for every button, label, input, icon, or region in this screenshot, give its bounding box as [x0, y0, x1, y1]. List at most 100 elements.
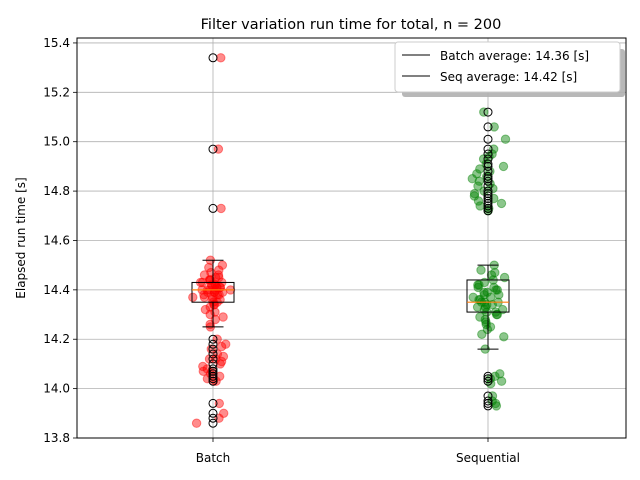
- outlier-marker: [483, 161, 493, 171]
- y-tick-label: 14.6: [43, 233, 70, 247]
- y-tick-label: 14.4: [43, 283, 70, 297]
- data-point: [474, 280, 484, 290]
- x-tick-label: Batch: [196, 451, 231, 465]
- data-point: [474, 176, 484, 186]
- data-point: [491, 285, 501, 295]
- outlier-marker: [483, 171, 493, 181]
- y-axis-label: Elapsed run time [s]: [14, 177, 28, 298]
- data-point: [468, 292, 478, 302]
- legend-box: [394, 41, 621, 93]
- outlier-marker: [483, 401, 493, 411]
- outlier-marker: [208, 349, 218, 359]
- outlier-marker: [208, 366, 218, 376]
- outlier-marker: [208, 364, 218, 374]
- data-point: [496, 376, 507, 386]
- outlier-marker: [483, 189, 493, 199]
- axis-ticks: 13.8 14.0 14.2 14.4 14.6 14.8 15.0 15.2 15.4 Batc…: [43, 36, 520, 465]
- outlier-marker: [483, 107, 493, 117]
- data-point: [216, 203, 226, 214]
- data-point: [221, 339, 231, 349]
- y-tick-label: 14.0: [43, 382, 70, 396]
- data-point: [215, 359, 226, 369]
- outlier-marker: [483, 186, 493, 196]
- outlier-marker: [208, 398, 218, 408]
- outlier-marker: [483, 122, 493, 132]
- data-point: [476, 265, 486, 275]
- data-point: [469, 188, 480, 199]
- data-point: [494, 290, 504, 300]
- data-point: [473, 280, 483, 290]
- x-tick-label: Sequential: [456, 451, 520, 465]
- outlier-marker: [208, 413, 218, 423]
- y-tick-label: 15.4: [43, 36, 70, 50]
- data-point: [472, 169, 482, 179]
- outlier-marker: [483, 154, 493, 164]
- data-point: [473, 196, 484, 206]
- data-point: [199, 290, 209, 300]
- data-point: [205, 302, 215, 312]
- outlier-marker: [483, 206, 493, 216]
- data-point: [475, 312, 485, 322]
- data-point: [499, 332, 509, 342]
- outlier-marker: [208, 144, 218, 154]
- outlier-marker: [208, 339, 218, 349]
- data-point: [491, 401, 502, 411]
- outlier-marker: [483, 198, 493, 208]
- data-point: [500, 134, 511, 144]
- outlier-marker: [483, 144, 493, 154]
- data-point: [475, 201, 485, 211]
- outlier-marker: [483, 191, 493, 201]
- data-point: [498, 161, 509, 172]
- outlier-marker: [483, 176, 493, 186]
- legend: Batch average: 14.36 [s] Seq average: 14…: [394, 41, 625, 97]
- data-point: [214, 272, 224, 283]
- outlier-marker: [483, 396, 493, 406]
- data-point: [214, 290, 224, 300]
- legend-label-seq: Seq average: 14.42 [s]: [440, 70, 577, 84]
- outlier-marker: [483, 376, 493, 386]
- data-point: [491, 309, 502, 320]
- data-point: [473, 282, 483, 293]
- grid-lines: [77, 38, 626, 439]
- y-tick-label: 14.8: [43, 184, 70, 198]
- data-point: [219, 408, 229, 418]
- data-point: [480, 302, 491, 312]
- outlier-marker: [483, 134, 493, 144]
- outlier-marker: [483, 203, 493, 213]
- outlier-marker: [208, 359, 218, 369]
- scatter-points: [188, 53, 511, 428]
- data-point: [472, 302, 483, 312]
- outlier-marker: [208, 53, 218, 63]
- data-point: [198, 366, 209, 376]
- data-point: [212, 290, 223, 300]
- data-point: [200, 304, 211, 315]
- outlier-marker: [483, 166, 493, 176]
- data-point: [214, 398, 225, 409]
- data-point: [477, 329, 487, 339]
- data-point: [213, 270, 224, 280]
- data-point: [208, 292, 218, 302]
- data-point: [485, 292, 496, 302]
- outlier-marker: [208, 408, 218, 418]
- data-point: [486, 270, 497, 280]
- data-point: [479, 290, 489, 300]
- outlier-marker: [483, 159, 493, 169]
- data-point: [482, 324, 493, 335]
- data-point: [479, 287, 489, 297]
- outlier-marker: [208, 354, 218, 364]
- outlier-marker: [208, 371, 218, 381]
- data-point: [467, 174, 477, 184]
- outlier-marker: [208, 344, 218, 354]
- data-point: [496, 198, 507, 209]
- data-point: [191, 418, 202, 428]
- data-point: [482, 287, 492, 297]
- outlier-marker: [483, 398, 493, 408]
- data-point: [218, 312, 228, 322]
- outlier-marker: [208, 203, 218, 213]
- data-point: [488, 183, 498, 194]
- data-point: [490, 267, 500, 278]
- data-point: [216, 53, 226, 63]
- data-point: [215, 371, 225, 381]
- outlier-marker: [208, 418, 218, 428]
